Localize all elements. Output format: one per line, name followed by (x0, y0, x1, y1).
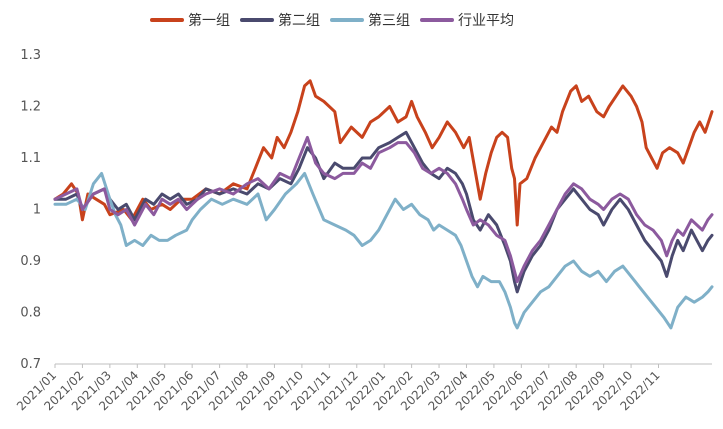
legend: 第一组 第二组 第三组 行业平均 (150, 12, 514, 29)
legend-label-1: 第一组 (188, 12, 230, 29)
series-line-4 (53, 135, 714, 284)
y-tick-label: 1.2 (20, 100, 41, 115)
x-axis-tickmarks (54, 364, 660, 368)
y-axis-ticks: 0.7 0.8 0.9 1 1.1 1.2 1.3 (20, 48, 41, 372)
y-tick-label: 1.3 (20, 48, 41, 63)
series-line-3 (53, 171, 714, 330)
legend-label-3: 第三组 (368, 12, 410, 29)
y-tick-label: 0.9 (20, 254, 41, 269)
y-tick-label: 1.1 (20, 151, 41, 166)
x-axis-labels: 2021/012021/022021/032021/042021/052021/… (14, 368, 663, 413)
legend-label-2: 第二组 (278, 12, 320, 29)
y-tick-label: 0.7 (20, 357, 41, 372)
y-tick-label: 1 (33, 203, 41, 218)
y-tick-label: 0.8 (20, 306, 41, 321)
series-lines (53, 79, 714, 330)
legend-label-4: 行业平均 (458, 13, 514, 29)
